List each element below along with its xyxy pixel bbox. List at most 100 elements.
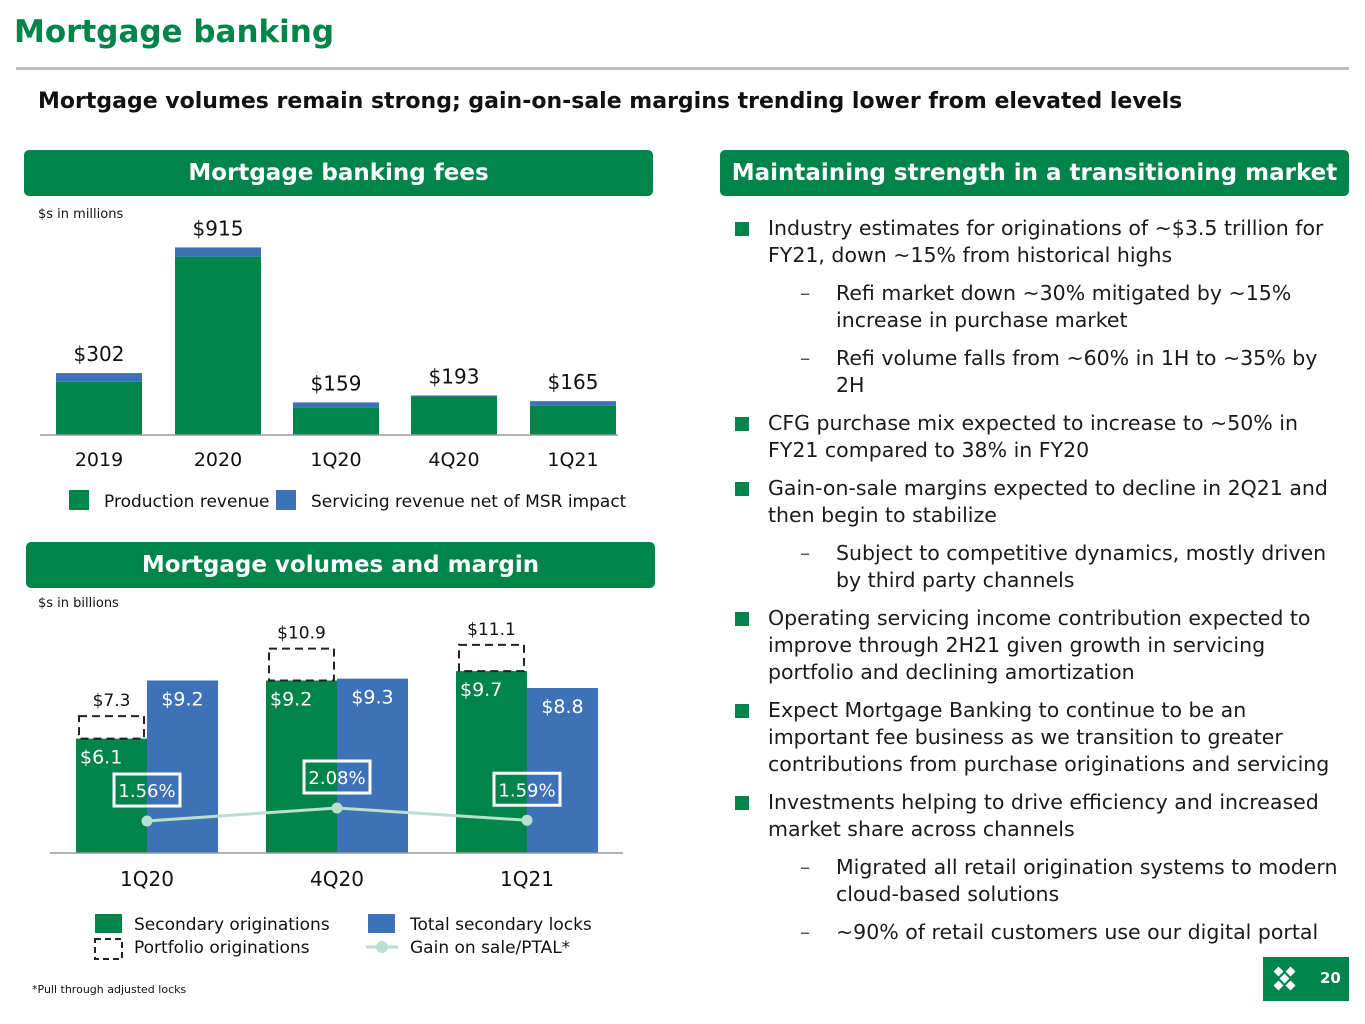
margin-label: 2.08%: [308, 768, 365, 789]
logo-icon: [1273, 966, 1311, 991]
market-panel-header: Maintaining strength in a transitioning …: [720, 150, 1349, 196]
legend-label: Gain on sale/PTAL*: [410, 938, 570, 958]
legend-label: Portfolio originations: [134, 938, 310, 958]
volumes-panel-header: Mortgage volumes and margin: [26, 542, 655, 588]
bullet-text: Operating servicing income contribution …: [768, 606, 1311, 684]
margin-label-box: [302, 759, 372, 795]
production-bar: [56, 381, 142, 435]
bullet-text: Gain-on-sale margins expected to decline…: [768, 476, 1328, 527]
production-bar: [411, 396, 497, 435]
margin-label: 1.56%: [118, 781, 175, 802]
x-tick-label: 1Q21: [500, 867, 554, 891]
portfolio-originations-bar: [458, 643, 525, 673]
x-tick-label: 2019: [75, 449, 123, 471]
secondary-originations-bar: [266, 680, 337, 853]
secondary-originations-bar: [456, 671, 527, 853]
dash-bullet-icon: –: [800, 920, 811, 944]
page-subtitle: Mortgage volumes remain strong; gain-on-…: [38, 89, 1183, 114]
dash-bullet-icon: –: [800, 346, 811, 370]
legend-label: Production revenue: [104, 492, 269, 512]
total-label: $159: [311, 371, 362, 395]
x-tick-label: 1Q20: [310, 449, 361, 471]
page-number: 20: [1320, 969, 1341, 987]
bullet-text: Industry estimates for originations of ~…: [768, 216, 1324, 267]
total-label: $915: [193, 216, 244, 240]
portfolio-originations-bar: [78, 715, 145, 740]
bullet-text: Investments helping to drive efficiency …: [768, 790, 1319, 841]
market-bullet-list: Industry estimates for originations of ~…: [730, 215, 1350, 957]
volumes-chart: $7.3 $6.1 $9.2 1Q20 $10.9 $9.2 $9.3 4Q20 $11.1 $9…: [50, 620, 623, 960]
portfolio-originations-bar: [268, 647, 335, 682]
servicing-bar: [56, 373, 142, 382]
sub-bullet-item: – Refi volume falls from ~60% in 1H to ~3…: [730, 345, 1350, 399]
square-bullet-icon: [735, 796, 749, 810]
legend-swatch: [94, 938, 123, 960]
dash-bullet-icon: –: [800, 541, 811, 565]
brand-logo: [1263, 957, 1349, 1001]
total-secondary-locks-bar: [147, 680, 218, 853]
legend-label: Servicing revenue net of MSR impact: [311, 492, 627, 512]
sub-bullet-item: – ~90% of retail customers use our digita…: [730, 919, 1350, 946]
locks-value-label: $9.2: [161, 689, 203, 711]
square-bullet-icon: [735, 417, 749, 431]
servicing-bar: [293, 402, 379, 408]
legend-swatch: [95, 914, 122, 933]
production-bar: [175, 256, 261, 435]
square-bullet-icon: [735, 482, 749, 496]
servicing-bar: [175, 247, 261, 257]
total-originations-label: $11.1: [467, 620, 516, 640]
x-tick-label: 1Q20: [120, 867, 174, 891]
page-title: Mortgage banking: [14, 14, 335, 50]
total-secondary-locks-bar: [337, 678, 408, 853]
x-tick-label: 4Q20: [310, 867, 364, 891]
sub-bullet-item: – Subject to competitive dynamics, mostly…: [730, 540, 1350, 594]
bullet-text: Migrated all retail origination systems …: [836, 855, 1338, 906]
total-label: $165: [548, 370, 599, 394]
bullet-item: CFG purchase mix expected to increase to…: [730, 410, 1350, 464]
bullet-item: Expect Mortgage Banking to continue to b…: [730, 697, 1350, 778]
production-bar: [293, 407, 379, 435]
total-originations-label: $10.9: [277, 624, 326, 644]
dash-bullet-icon: –: [800, 855, 811, 879]
bullet-text: Expect Mortgage Banking to continue to b…: [768, 698, 1330, 776]
margin-label-box: [492, 771, 562, 807]
volumes-units-label: $s in billions: [38, 596, 119, 611]
total-secondary-locks-bar: [527, 688, 598, 853]
bullet-text: ~90% of retail customers use our digital…: [836, 920, 1319, 944]
servicing-bar: [411, 395, 497, 397]
locks-value-label: $8.8: [541, 696, 583, 718]
title-divider: [16, 67, 1349, 70]
legend-swatch: [276, 490, 296, 510]
fees-panel-header: Mortgage banking fees: [24, 150, 653, 196]
gain-on-sale-point: [331, 802, 343, 814]
bullet-item: Investments helping to drive efficiency …: [730, 789, 1350, 843]
servicing-bar: [530, 401, 616, 406]
production-bar: [530, 405, 616, 435]
bullet-text: Refi volume falls from ~60% in 1H to ~35…: [836, 346, 1318, 397]
secondary-value-label: $9.7: [460, 679, 502, 701]
bullet-item: Gain-on-sale margins expected to decline…: [730, 475, 1350, 529]
sub-bullet-item: – Migrated all retail origination systems…: [730, 854, 1350, 908]
total-label: $302: [74, 342, 125, 366]
square-bullet-icon: [735, 222, 749, 236]
x-tick-label: 1Q21: [547, 449, 598, 471]
legend-label: Total secondary locks: [409, 915, 592, 935]
fees-units-label: $s in millions: [38, 207, 124, 222]
dash-bullet-icon: –: [800, 281, 811, 305]
legend-marker: [376, 941, 388, 953]
legend-swatch: [368, 914, 395, 933]
secondary-value-label: $6.1: [80, 747, 122, 769]
bullet-item: Industry estimates for originations of ~…: [730, 215, 1350, 269]
bullet-text: Subject to competitive dynamics, mostly …: [836, 541, 1327, 592]
total-originations-label: $7.3: [93, 691, 131, 711]
square-bullet-icon: [735, 612, 749, 626]
fees-chart: $302 2019 $915 2020 $159 1Q20 $193 4Q20 $165 1Q21…: [40, 216, 627, 512]
bullet-item: Operating servicing income contribution …: [730, 605, 1350, 686]
footnote: *Pull through adjusted locks: [32, 983, 187, 996]
total-label: $193: [429, 364, 480, 388]
locks-value-label: $9.3: [351, 687, 393, 709]
legend-label: Secondary originations: [134, 915, 330, 935]
bullet-text: Refi market down ~30% mitigated by ~15% …: [836, 281, 1292, 332]
legend-swatch: [69, 490, 89, 510]
secondary-originations-bar: [76, 738, 147, 853]
